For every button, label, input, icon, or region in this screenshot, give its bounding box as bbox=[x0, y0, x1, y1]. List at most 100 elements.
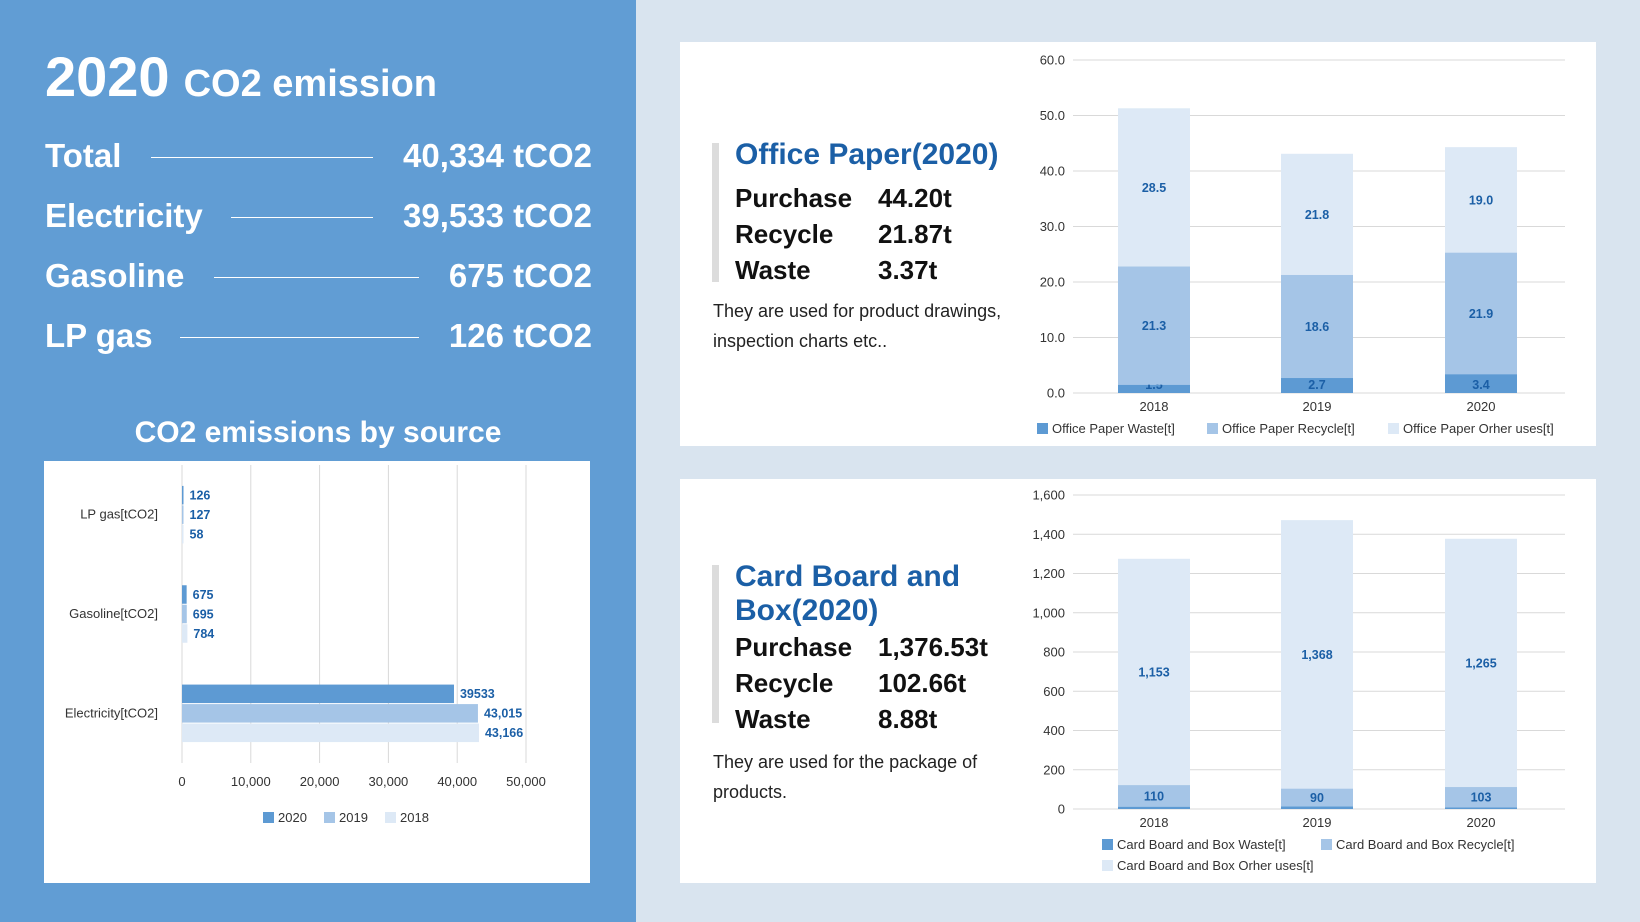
fact-list: Purchase 1,376.53t Recycle 102.66t Waste 8.… bbox=[735, 629, 988, 737]
fact-value: 21.87t bbox=[878, 219, 952, 249]
data-label: 1,265 bbox=[1465, 656, 1496, 670]
fact-value: 1,376.53t bbox=[878, 632, 988, 662]
data-label: 18.6 bbox=[1305, 320, 1329, 334]
stat-name: Electricity bbox=[45, 197, 203, 234]
data-label: 58 bbox=[190, 527, 204, 541]
bar-segment bbox=[1445, 252, 1517, 375]
title-year: 2020 bbox=[45, 45, 170, 108]
bar-segment bbox=[1118, 384, 1190, 393]
legend-label: 2019 bbox=[339, 810, 368, 825]
data-label: 675 bbox=[193, 588, 214, 602]
legend-swatch bbox=[1037, 423, 1048, 434]
category-label: Gasoline[tCO2] bbox=[69, 606, 158, 621]
y-tick-label: 600 bbox=[1043, 684, 1065, 699]
bar bbox=[182, 585, 187, 604]
legend-swatch bbox=[1388, 423, 1399, 434]
bar bbox=[182, 505, 184, 524]
bar-segment bbox=[1445, 538, 1517, 788]
legend-label: 2020 bbox=[278, 810, 307, 825]
x-tick-label: 50,000 bbox=[506, 774, 546, 789]
legend-label: 2018 bbox=[400, 810, 429, 825]
data-label: 21.8 bbox=[1305, 208, 1329, 222]
stat-total: Total 40,334 tCO2 bbox=[45, 137, 592, 177]
bar-segment bbox=[1445, 147, 1517, 253]
x-tick-label: 2018 bbox=[1140, 815, 1169, 830]
description-line: inspection charts etc.. bbox=[713, 331, 888, 351]
bar-segment bbox=[1281, 520, 1353, 789]
legend-label: Card Board and Box Waste[t] bbox=[1117, 837, 1286, 852]
card-title-line: Box(2020) bbox=[735, 594, 879, 627]
data-label: 784 bbox=[193, 627, 214, 641]
stat-value: 126 tCO2 bbox=[448, 317, 592, 354]
bar bbox=[182, 485, 184, 505]
x-tick-label: 10,000 bbox=[231, 774, 271, 789]
fact-key: Recycle bbox=[735, 668, 834, 698]
description-line: They are used for product drawings, bbox=[713, 301, 1002, 321]
y-tick-label: 0.0 bbox=[1047, 386, 1065, 401]
stat-value: 39,533 tCO2 bbox=[403, 197, 592, 234]
fact-row: Purchase 44.20t bbox=[735, 180, 952, 216]
bar bbox=[182, 704, 478, 723]
legend-swatch bbox=[1207, 423, 1218, 434]
fact-row: Waste 8.88t bbox=[735, 701, 988, 737]
y-tick-label: 0 bbox=[1058, 802, 1065, 817]
leader-line bbox=[231, 217, 373, 218]
y-tick-label: 800 bbox=[1043, 645, 1065, 660]
fact-value: 8.88t bbox=[878, 704, 938, 734]
y-tick-label: 400 bbox=[1043, 723, 1065, 738]
bar bbox=[182, 684, 454, 704]
card-board-card: Card Board and Box(2020) Purchase 1,376.5… bbox=[680, 479, 1596, 883]
card-title-line: Card Board and bbox=[735, 560, 961, 593]
office-paper-card: Office Paper(2020) Purchase 44.20t Recycl… bbox=[680, 42, 1596, 446]
fact-list: Purchase 44.20t Recycle 21.87t Waste 3.37t bbox=[735, 180, 952, 288]
x-tick-label: 0 bbox=[178, 774, 185, 789]
data-label: 3.4 bbox=[1472, 378, 1489, 392]
category-label: LP gas[tCO2] bbox=[80, 507, 158, 522]
fact-key: Purchase bbox=[735, 632, 853, 662]
stat-value: 675 tCO2 bbox=[448, 257, 592, 294]
legend-swatch bbox=[1102, 860, 1113, 871]
bar-segment bbox=[1445, 374, 1517, 393]
bar-segment bbox=[1281, 806, 1353, 809]
data-label: 695 bbox=[193, 607, 214, 621]
stat-name: Gasoline bbox=[45, 257, 185, 294]
x-tick-label: 30,000 bbox=[369, 774, 409, 789]
legend-label: Office Paper Orher uses[t] bbox=[1403, 421, 1554, 436]
y-tick-label: 1,200 bbox=[1032, 566, 1065, 581]
bar-segment bbox=[1118, 108, 1190, 267]
leader-line bbox=[214, 277, 419, 278]
legend-label: Office Paper Waste[t] bbox=[1052, 421, 1175, 436]
y-tick-label: 20.0 bbox=[1040, 275, 1065, 290]
data-label: 19.0 bbox=[1469, 193, 1493, 207]
x-tick-label: 20,000 bbox=[300, 774, 340, 789]
y-tick-label: 1,400 bbox=[1032, 527, 1065, 542]
description-line: products. bbox=[713, 782, 788, 802]
legend-swatch bbox=[1102, 839, 1113, 850]
x-tick-label: 2018 bbox=[1140, 399, 1169, 414]
stat-name: LP gas bbox=[45, 317, 153, 354]
category-label: Electricity[tCO2] bbox=[65, 705, 158, 720]
card-title: Office Paper(2020) bbox=[735, 138, 999, 171]
data-label: 90 bbox=[1310, 791, 1324, 805]
stat-name: Total bbox=[45, 137, 122, 174]
bar-segment bbox=[1281, 378, 1353, 393]
card-board-chart: 02004006008001,0001,2001,4001,600121101,… bbox=[1032, 488, 1565, 873]
data-label: 2.7 bbox=[1308, 378, 1325, 392]
data-label: 1,368 bbox=[1301, 648, 1332, 662]
x-tick-label: 2020 bbox=[1467, 815, 1496, 830]
fact-value: 44.20t bbox=[878, 183, 952, 213]
bar bbox=[182, 524, 184, 544]
fact-row: Waste 3.37t bbox=[735, 252, 952, 288]
bar-segment bbox=[1281, 153, 1353, 275]
x-tick-label: 2019 bbox=[1303, 815, 1332, 830]
data-label: 103 bbox=[1471, 791, 1492, 805]
legend-label: Card Board and Box Orher uses[t] bbox=[1117, 858, 1314, 873]
accent-bar bbox=[712, 143, 719, 282]
stat-lp-gas: LP gas 126 tCO2 bbox=[45, 317, 592, 357]
page-title: 2020 CO2 emission bbox=[45, 44, 437, 109]
data-label: 28.5 bbox=[1142, 181, 1166, 195]
y-tick-label: 50.0 bbox=[1040, 108, 1065, 123]
fact-row: Recycle 102.66t bbox=[735, 665, 988, 701]
y-tick-label: 40.0 bbox=[1040, 164, 1065, 179]
fact-row: Purchase 1,376.53t bbox=[735, 629, 988, 665]
